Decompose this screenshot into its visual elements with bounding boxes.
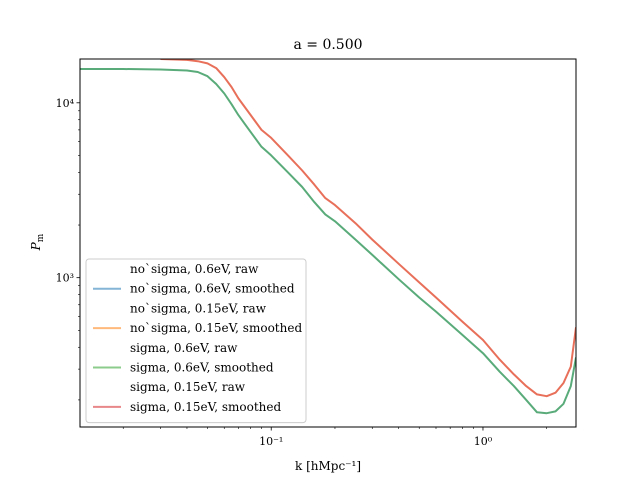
y-tick-label: 10⁴ xyxy=(56,97,75,110)
chart-title: a = 0.500 xyxy=(293,37,362,53)
x-axis-label: k [hMpc⁻¹] xyxy=(295,459,361,473)
y-tick-label: 10³ xyxy=(56,272,74,285)
legend-label: no`sigma, 0.6eV, raw xyxy=(130,262,259,276)
legend-label: sigma, 0.15eV, smoothed xyxy=(130,400,281,414)
x-tick-label: 10⁻¹ xyxy=(259,435,283,448)
legend-label: no`sigma, 0.15eV, raw xyxy=(130,301,267,315)
x-tick-label: 10⁰ xyxy=(474,435,493,448)
legend-label: sigma, 0.6eV, raw xyxy=(130,341,238,355)
chart: a = 0.500 10⁻¹ 10⁰10³10⁴ k [hMpc⁻¹] Pm no… xyxy=(0,0,640,480)
legend-label: sigma, 0.15eV, raw xyxy=(130,380,246,394)
legend-label: no`sigma, 0.6eV, smoothed xyxy=(130,282,295,296)
legend: no`sigma, 0.6eV, raw no`sigma, 0.6eV, smo… xyxy=(86,259,306,423)
legend-label: sigma, 0.6eV, smoothed xyxy=(130,361,274,375)
legend-label: no`sigma, 0.15eV, smoothed xyxy=(130,321,302,335)
